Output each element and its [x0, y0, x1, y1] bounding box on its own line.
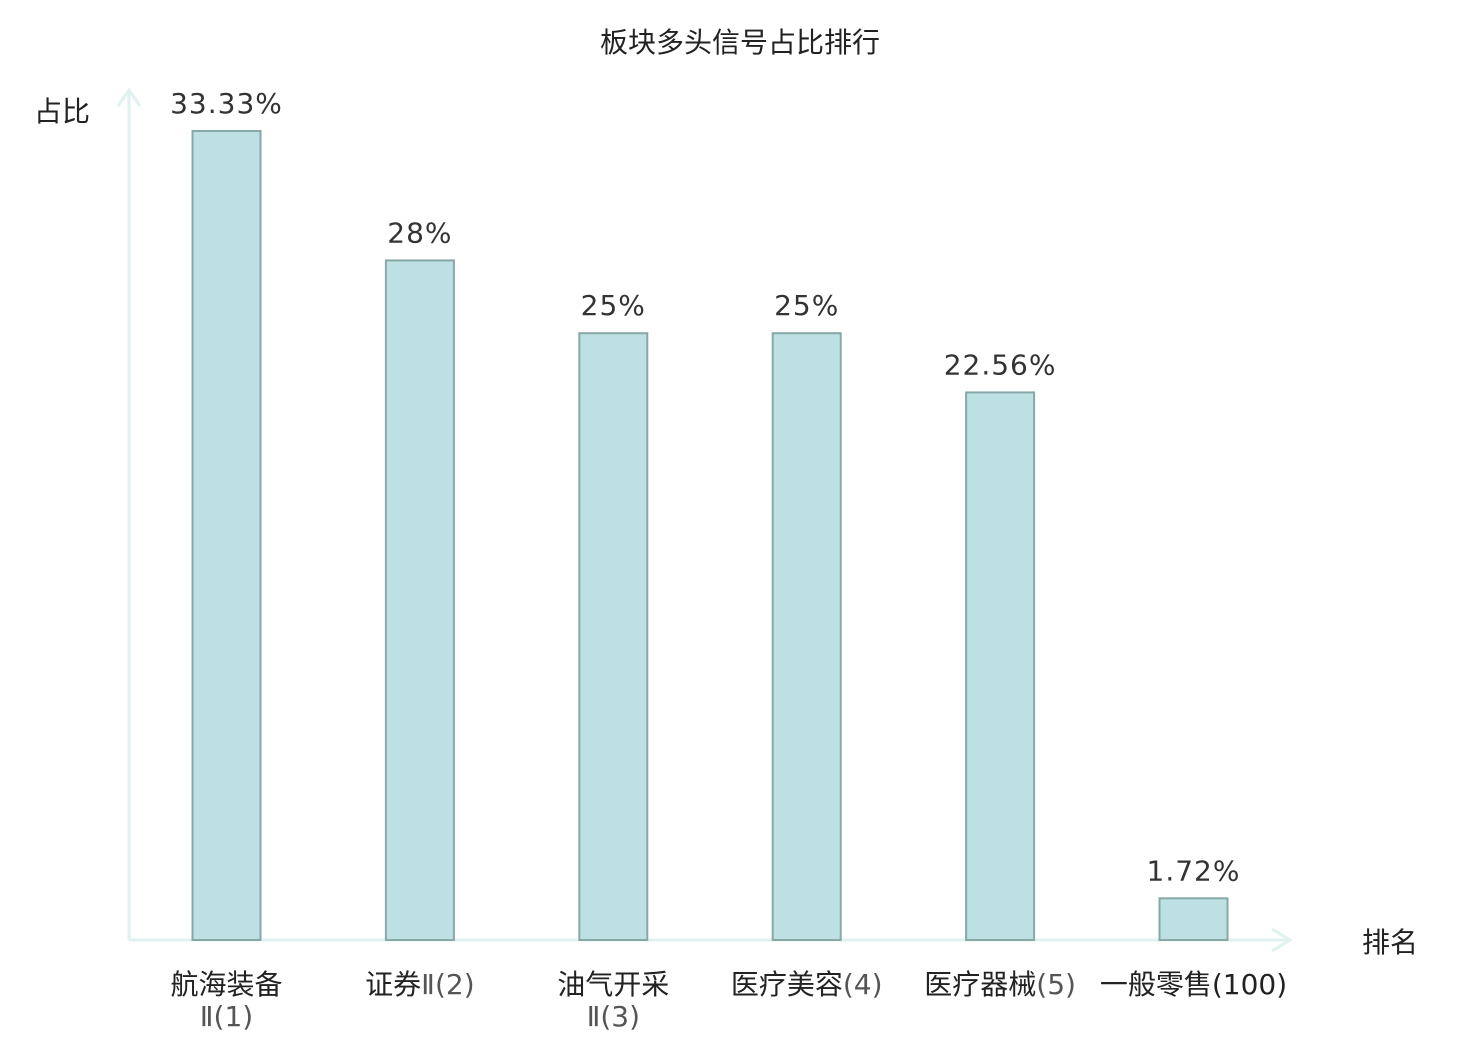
- bar-4: [771, 332, 842, 941]
- y-axis-arrow-icon: [116, 87, 142, 107]
- category-label-1: 航海装备: [170, 968, 282, 1001]
- bar-1: [191, 130, 262, 941]
- value-label-1: 33.33%: [170, 87, 283, 120]
- category-rank-1: Ⅱ(1): [200, 1000, 253, 1033]
- x-axis-label: 排名: [1362, 926, 1418, 959]
- category-label-5: 医疗器械(5): [924, 968, 1076, 1001]
- value-label-5: 22.56%: [944, 348, 1057, 381]
- value-label-3: 25%: [581, 289, 646, 322]
- category-name-2: 证券: [365, 968, 421, 1001]
- chart-title: 板块多头信号占比排行: [600, 26, 880, 59]
- value-label-4: 25%: [774, 289, 839, 322]
- bar-6: [1158, 897, 1229, 941]
- bars: [191, 130, 1229, 941]
- category-rank-5: (5): [1036, 968, 1076, 1001]
- axes: [116, 87, 1293, 953]
- bar-5: [965, 391, 1036, 941]
- value-labels: 33.33% 28% 25% 25% 22.56% 1.72%: [170, 87, 1241, 887]
- category-name-5: 医疗器械: [924, 968, 1036, 1001]
- category-rank-3: Ⅱ(3): [587, 1000, 640, 1033]
- x-axis-arrow-icon: [1271, 927, 1293, 953]
- bar-3: [578, 332, 649, 941]
- category-rank-4: (4): [843, 968, 883, 1001]
- value-label-6: 1.72%: [1147, 854, 1241, 887]
- value-label-2: 28%: [387, 216, 452, 249]
- category-label-6: 一般零售(100): [1100, 968, 1287, 1001]
- category-rank-2: Ⅱ(2): [421, 968, 474, 1001]
- category-name-6: 一般零售: [1100, 968, 1212, 1001]
- category-label-4: 医疗美容(4): [731, 968, 883, 1001]
- category-rank-6: (100): [1212, 968, 1287, 1001]
- y-axis-label: 占比: [34, 95, 90, 128]
- category-label-2: 证券Ⅱ(2): [365, 968, 474, 1001]
- category-name-4: 医疗美容: [731, 968, 843, 1001]
- bar-2: [384, 259, 455, 941]
- category-label-3: 油气开采: [557, 968, 669, 1001]
